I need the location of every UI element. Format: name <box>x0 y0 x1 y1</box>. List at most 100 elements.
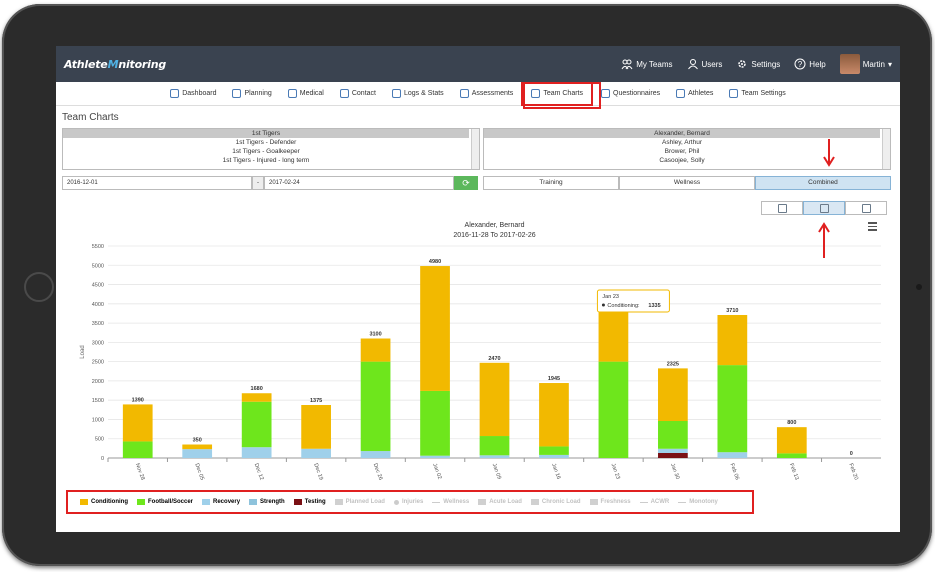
data-label: 3710 <box>726 308 738 314</box>
date-from-input[interactable]: 2016-12-01 <box>62 176 252 190</box>
y-tick-label: 2500 <box>92 360 104 366</box>
bar-segment-football-soccer <box>717 365 748 453</box>
select-option[interactable]: Brower, Phil <box>664 148 700 155</box>
bar-segment-recovery <box>717 452 748 458</box>
x-tick-label: Feb 06 <box>728 463 739 481</box>
legend-swatch <box>249 499 258 505</box>
select-option[interactable]: Alexander, Bernard <box>484 129 880 138</box>
nav-planning[interactable]: Planning <box>224 83 279 105</box>
calendar-icon <box>819 203 829 213</box>
x-tick-label: Nov 28 <box>134 463 146 481</box>
data-label: 1680 <box>251 386 263 392</box>
bar-segment-conditioning <box>241 393 272 402</box>
select-option[interactable]: 1st Tigers - Defender <box>235 139 297 146</box>
y-tick-label: 5500 <box>92 244 104 250</box>
chart-mode-2-button[interactable] <box>803 201 845 215</box>
bar-segment-conditioning <box>598 310 629 362</box>
date-separator: - <box>252 176 264 190</box>
refresh-button[interactable]: ⟳ <box>454 176 478 190</box>
users-link[interactable]: Users <box>687 58 722 70</box>
bar-segment-testing <box>658 452 688 458</box>
medical-icon <box>287 89 297 98</box>
team-charts-icon <box>531 89 541 98</box>
y-tick-label: 4500 <box>92 283 104 289</box>
tooltip-label: Conditioning: <box>607 303 640 309</box>
view-wellness[interactable]: Wellness <box>619 176 755 190</box>
scrollbar[interactable] <box>471 129 479 169</box>
x-tick-label: Jan 09 <box>491 463 502 481</box>
x-tick-label: Jan 30 <box>669 463 680 481</box>
bar-segment-football-soccer <box>241 401 272 448</box>
legend-item[interactable]: Testing <box>293 499 326 505</box>
legend-label: Wellness <box>443 499 470 505</box>
scrollbar[interactable] <box>882 129 890 169</box>
help-link[interactable]: ? Help <box>794 58 826 70</box>
legend-item[interactable]: Recovery <box>202 499 240 505</box>
legend-item[interactable]: Injuries <box>393 499 424 505</box>
nav-assessments[interactable]: Assessments <box>452 83 522 105</box>
questionnaires-icon <box>601 89 610 98</box>
dashboard-icon <box>170 89 180 98</box>
nav-athletes[interactable]: Athletes <box>668 83 721 105</box>
nav-logs-stats[interactable]: Logs & Stats <box>384 83 452 105</box>
x-tick-label: Dec 12 <box>253 463 265 481</box>
legend-item[interactable]: ACWR <box>639 499 669 505</box>
x-tick-label: Dec 26 <box>372 463 384 481</box>
chart-menu-icon[interactable] <box>868 222 877 233</box>
bar-segment-recovery <box>301 448 331 458</box>
legend-item[interactable]: Planned Load <box>334 499 385 505</box>
x-tick-label: Dec 19 <box>312 463 324 481</box>
legend-item[interactable]: Freshness <box>589 499 631 505</box>
app-logo[interactable]: AthleteMnitoring <box>64 57 167 71</box>
calendar-icon <box>777 203 787 213</box>
chart-mode-3-button[interactable] <box>845 201 887 215</box>
legend-item[interactable]: Conditioning <box>80 499 128 505</box>
nav-label: Athletes <box>688 90 714 97</box>
legend-item[interactable]: Chronic Load <box>530 499 581 505</box>
y-axis-label: Load <box>80 345 86 358</box>
tablet-frame: AthleteMnitoring My Teams Users Settings… <box>2 4 932 566</box>
select-option[interactable]: 1st Tigers - Injured - long term <box>222 157 310 164</box>
nav-questionnaires[interactable]: Questionnaires <box>593 83 668 105</box>
legend-swatch <box>293 499 302 505</box>
athlete-select[interactable]: Alexander, Bernard Ashley, Arthur Brower, … <box>483 128 891 170</box>
planning-icon <box>232 89 242 98</box>
nav-dashboard[interactable]: Dashboard <box>162 83 224 105</box>
nav-medical[interactable]: Medical <box>280 83 332 105</box>
legend-item[interactable]: Wellness <box>432 499 469 505</box>
view-training[interactable]: Training <box>483 176 619 190</box>
bar-segment-football-soccer <box>776 453 807 458</box>
nav-contact[interactable]: Contact <box>332 83 384 105</box>
team-select[interactable]: 1st Tigers 1st Tigers - Defender 1st Tiger… <box>62 128 480 170</box>
legend-label: Injuries <box>401 499 424 505</box>
chart-mode-1-button[interactable] <box>761 201 803 215</box>
select-option[interactable]: Casoojee, Solly <box>659 157 705 164</box>
legend-item[interactable]: Monotony <box>678 499 718 505</box>
select-option[interactable]: 1st Tigers <box>63 129 469 138</box>
bar-segment-recovery <box>479 455 510 458</box>
app-screen: AthleteMnitoring My Teams Users Settings… <box>56 46 900 532</box>
tooltip-value: 1335 <box>648 303 660 309</box>
select-option[interactable]: Ashley, Arthur <box>662 139 702 146</box>
settings-link[interactable]: Settings <box>736 58 780 70</box>
legend-item[interactable]: Acute Load <box>478 499 522 505</box>
tooltip-bullet <box>601 303 605 307</box>
bar-segment-football-soccer <box>360 361 391 452</box>
legend-swatch <box>639 501 648 503</box>
legend-item[interactable]: Strength <box>249 499 285 505</box>
team-settings-icon <box>729 89 739 98</box>
legend-label: Football/Soccer <box>148 499 194 505</box>
nav-team-settings[interactable]: Team Settings <box>721 83 793 105</box>
nav-label: Medical <box>299 90 324 97</box>
my-teams-link[interactable]: My Teams <box>621 58 673 70</box>
view-combined[interactable]: Combined <box>755 176 891 190</box>
x-tick-label: Feb 20 <box>847 463 858 481</box>
bar-segment-recovery <box>182 449 213 458</box>
data-label: 1390 <box>132 397 144 403</box>
legend-label: Recovery <box>213 499 241 505</box>
legend-item[interactable]: Football/Soccer <box>137 499 193 505</box>
select-option[interactable]: 1st Tigers - Goalkeeper <box>232 148 300 155</box>
date-to-input[interactable]: 2017-02-24 <box>264 176 454 190</box>
help-icon: ? <box>794 58 806 70</box>
user-menu[interactable]: Martin ▾ <box>839 54 892 74</box>
